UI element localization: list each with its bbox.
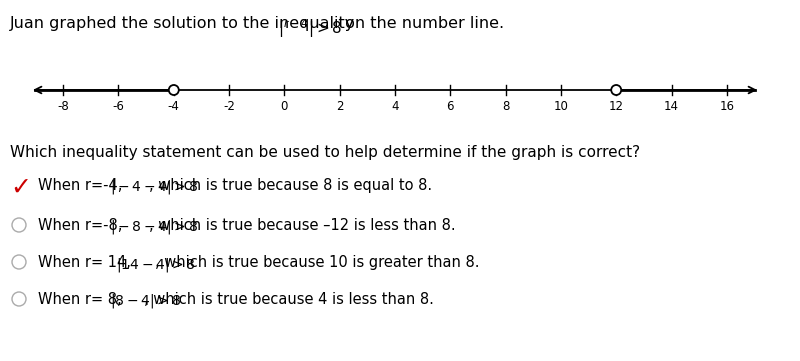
- Text: 4: 4: [391, 100, 398, 113]
- Text: $\vert 8-4\vert >8$: $\vert 8-4\vert >8$: [110, 292, 181, 310]
- Text: When r=-8,: When r=-8,: [38, 218, 127, 233]
- Text: When r= 14,: When r= 14,: [38, 255, 135, 270]
- Text: -8: -8: [58, 100, 69, 113]
- Text: -4: -4: [168, 100, 180, 113]
- Circle shape: [12, 255, 26, 269]
- Text: $\vert 14-4\vert >8$: $\vert 14-4\vert >8$: [116, 256, 196, 274]
- Text: -2: -2: [223, 100, 235, 113]
- Text: 14: 14: [664, 100, 679, 113]
- Text: 0: 0: [281, 100, 288, 113]
- Circle shape: [12, 218, 26, 232]
- Text: 2: 2: [336, 100, 343, 113]
- Text: Which inequality statement can be used to help determine if the graph is correct: Which inequality statement can be used t…: [10, 145, 640, 160]
- Circle shape: [169, 85, 178, 95]
- Text: 6: 6: [446, 100, 454, 113]
- Text: $|^{r-4}|>8$: $|^{r-4}|>8$: [278, 17, 342, 40]
- Circle shape: [12, 292, 26, 306]
- Text: $\vert -8-4\vert >8$: $\vert -8-4\vert >8$: [110, 218, 198, 236]
- Text: 16: 16: [719, 100, 734, 113]
- Text: , which is true because 8 is equal to 8.: , which is true because 8 is equal to 8.: [149, 178, 432, 193]
- Text: 8: 8: [502, 100, 510, 113]
- Text: on the number line.: on the number line.: [340, 16, 504, 31]
- Text: -6: -6: [113, 100, 125, 113]
- Text: ✓: ✓: [10, 176, 31, 200]
- Text: When r=-4,: When r=-4,: [38, 178, 127, 193]
- Text: When r= 8,: When r= 8,: [38, 292, 126, 307]
- Text: 12: 12: [609, 100, 624, 113]
- Circle shape: [611, 85, 622, 95]
- Text: , which is true because 10 is greater than 8.: , which is true because 10 is greater th…: [155, 255, 480, 270]
- Text: 10: 10: [554, 100, 568, 113]
- Text: $\vert -4-4\vert >8$: $\vert -4-4\vert >8$: [110, 178, 198, 196]
- Text: Juan graphed the solution to the inequality: Juan graphed the solution to the inequal…: [10, 16, 360, 31]
- Text: , which is true because 4 is less than 8.: , which is true because 4 is less than 8…: [144, 292, 434, 307]
- Text: , which is true because –12 is less than 8.: , which is true because –12 is less than…: [149, 218, 455, 233]
